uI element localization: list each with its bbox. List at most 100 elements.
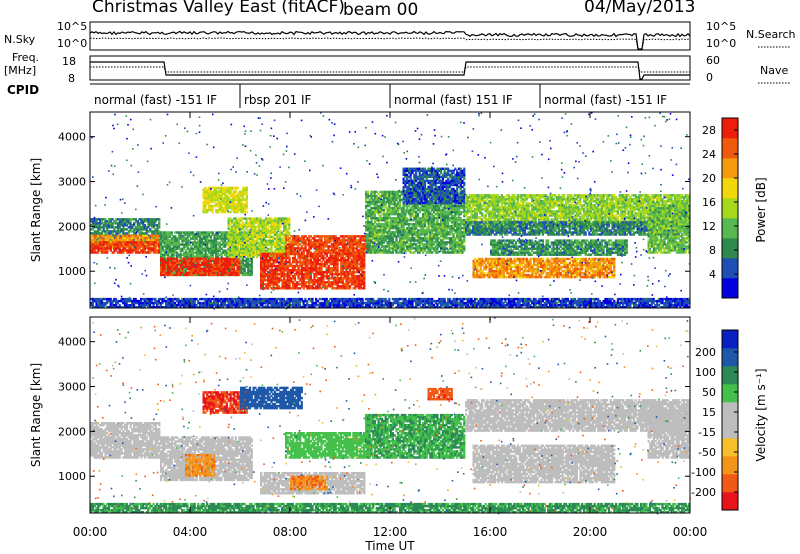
heatmap-cell — [302, 235, 305, 238]
heatmap-cell — [192, 231, 195, 234]
heatmap-cell — [329, 237, 332, 240]
heatmap-cell — [257, 227, 261, 230]
heatmap-cell — [167, 263, 170, 267]
heatmap-cell — [91, 226, 94, 229]
heatmap-cell — [211, 241, 214, 244]
heatmap-cell — [158, 245, 161, 248]
heatmap-cell — [288, 233, 291, 236]
heatmap-cell — [238, 200, 241, 204]
heatmap-cell — [127, 247, 130, 250]
heatmap-cell — [286, 271, 289, 274]
heatmap-cell — [220, 202, 223, 206]
heatmap-cell — [116, 230, 120, 233]
heatmap-cell — [224, 210, 227, 214]
heatmap-cell — [302, 269, 305, 272]
heatmap-cell — [218, 273, 221, 277]
heatmap-cell — [222, 210, 225, 214]
heatmap-cell — [193, 265, 196, 269]
heatmap-cell — [202, 271, 205, 275]
heatmap-cell — [211, 194, 214, 198]
heatmap-cell — [202, 202, 205, 206]
heatmap-cell — [241, 249, 244, 253]
heatmap-cell — [208, 233, 211, 236]
heatmap-cell — [247, 229, 250, 232]
heatmap-cell — [297, 271, 300, 274]
heatmap-cell — [179, 243, 182, 246]
heatmap-cell — [231, 192, 234, 196]
heatmap-cell — [142, 245, 145, 248]
heatmap-cell — [208, 239, 211, 242]
heatmap-cell — [240, 192, 243, 196]
heatmap-cell — [302, 239, 305, 242]
heatmap-cell — [222, 251, 225, 254]
heatmap-cell — [245, 243, 248, 247]
heatmap-cell — [252, 227, 255, 230]
heatmap-cell — [215, 243, 218, 246]
heatmap-cell — [247, 263, 250, 267]
heatmap-cell — [181, 231, 184, 234]
heatmap-cell — [181, 273, 184, 277]
heatmap-cell — [165, 243, 168, 246]
heatmap-cell — [345, 239, 348, 242]
heatmap-cell — [284, 269, 288, 272]
heatmap-cell — [116, 234, 120, 238]
heatmap-cell — [151, 222, 154, 225]
heatmap-cell — [282, 249, 286, 253]
heatmap-cell — [225, 200, 229, 204]
heatmap-cell — [292, 287, 295, 290]
heatmap-cell — [116, 224, 120, 227]
heatmap-cell — [320, 239, 323, 242]
heatmap-cell — [154, 242, 157, 246]
heatmap-cell — [122, 220, 125, 223]
heatmap-cell — [218, 208, 221, 212]
heatmap-cell — [186, 251, 189, 254]
heatmap-cell — [227, 265, 230, 269]
heatmap-cell — [195, 255, 198, 258]
heatmap-cell — [202, 241, 205, 244]
heatmap-cell — [350, 239, 353, 242]
heatmap-cell — [288, 231, 291, 234]
heatmap-cell — [284, 260, 288, 264]
heatmap-cell — [288, 219, 291, 222]
heatmap-cell — [142, 243, 145, 246]
heatmap-cell — [91, 240, 94, 244]
heatmap-cell — [309, 243, 312, 246]
heatmap-cell — [300, 277, 304, 280]
heatmap-cell — [243, 271, 246, 275]
heatmap-cell — [247, 237, 250, 241]
nsky-tick-high: 10^5 — [57, 20, 87, 33]
heatmap-cell — [99, 249, 102, 252]
heatmap-cell — [234, 227, 237, 230]
heatmap-cell — [300, 239, 304, 242]
heatmap-cell — [188, 271, 191, 275]
heatmap-cell — [225, 206, 229, 210]
heatmap-cell — [124, 238, 127, 242]
heatmap-cell — [248, 237, 252, 241]
heatmap-cell — [174, 249, 177, 252]
heatmap-cell — [232, 233, 236, 236]
heatmap-cell — [304, 264, 307, 268]
heatmap-cell — [161, 273, 164, 277]
heatmap-cell — [236, 263, 239, 267]
heatmap-cell — [190, 249, 193, 252]
heatmap-cell — [206, 198, 209, 202]
heatmap-cell — [156, 218, 159, 221]
heatmap-cell — [350, 241, 353, 244]
heatmap-cell — [95, 232, 98, 235]
heatmap-cell — [304, 243, 307, 246]
heatmap-cell — [282, 245, 286, 249]
heatmap-cell — [245, 194, 248, 198]
heatmap-cell — [125, 222, 129, 225]
heatmap-cell — [183, 269, 186, 273]
heatmap-cell — [250, 223, 253, 226]
heatmap-cell — [163, 267, 166, 271]
heatmap-cell — [268, 275, 272, 278]
heatmap-cell — [320, 252, 323, 256]
heatmap-cell — [308, 285, 311, 288]
heatmap-cell — [288, 239, 291, 243]
heatmap-cell — [156, 238, 159, 242]
heatmap-cell — [167, 265, 170, 269]
heatmap-cell — [200, 237, 204, 240]
heatmap-cell — [292, 239, 295, 242]
heatmap-cell — [263, 225, 266, 228]
